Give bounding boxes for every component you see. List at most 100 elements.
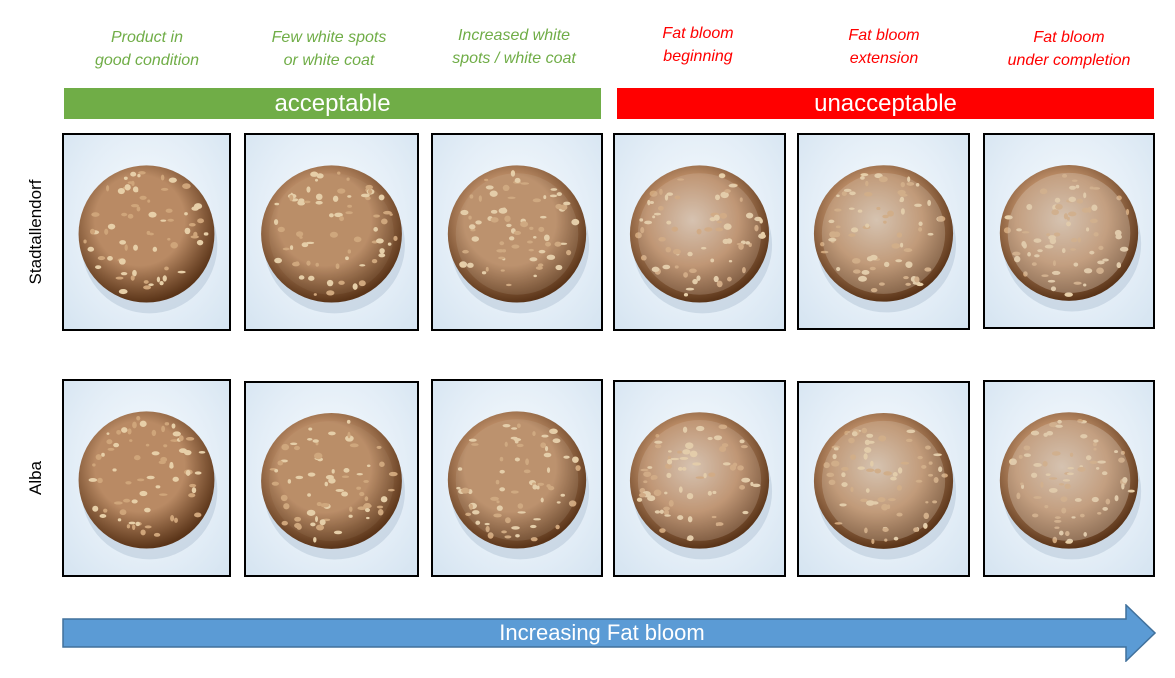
hazelnut-bit [359, 491, 365, 497]
hazelnut-bit [537, 482, 545, 486]
hazelnut-bit [364, 496, 369, 502]
hazelnut-bit [833, 447, 839, 451]
hazelnut-bit [1122, 476, 1128, 483]
hazelnut-bit [301, 242, 309, 248]
hazelnut-bit [130, 203, 139, 208]
fat-bloom-haze [1007, 172, 1131, 294]
hazelnut-bit [508, 236, 515, 241]
hazelnut-bit [647, 466, 653, 469]
hazelnut-bit [713, 435, 723, 441]
hazelnut-bit [1018, 454, 1023, 459]
hazelnut-bit [1016, 228, 1022, 232]
hazelnut-bit [835, 225, 841, 229]
hazelnut-bit [507, 196, 516, 199]
hazelnut-bit [335, 488, 344, 492]
arrow-label: Increasing Fat bloom [499, 620, 705, 645]
hazelnut-bit [647, 495, 656, 502]
hazelnut-bit [316, 501, 322, 507]
hazelnut-bit [695, 476, 705, 479]
hazelnut-bit [1066, 216, 1070, 221]
hazelnut-bit [468, 438, 477, 442]
hazelnut-bit [281, 520, 288, 526]
hazelnut-bit [1058, 483, 1065, 486]
hazelnut-bit [1046, 233, 1051, 237]
hazelnut-bit [106, 439, 113, 445]
hazelnut-bit [475, 520, 481, 525]
hazelnut-bit [156, 276, 161, 283]
hazelnut-bit [834, 522, 843, 525]
hazelnut-bit [92, 463, 96, 467]
hazelnut-bit [112, 468, 117, 472]
hazelnut-bit [277, 460, 284, 466]
hazelnut-bit [851, 431, 858, 437]
hazelnut-bit [938, 466, 943, 473]
hazelnut-bit [164, 266, 169, 271]
hazelnut-bit [1033, 463, 1042, 467]
hazelnut-bit [313, 293, 317, 296]
hazelnut-bit [1085, 227, 1090, 232]
hazelnut-bit [937, 215, 946, 222]
hazelnut-bit [742, 266, 746, 274]
hazelnut-bit [484, 178, 489, 182]
hazelnut-bit [1097, 460, 1106, 464]
hazelnut-bit [703, 472, 707, 479]
hazelnut-bit [674, 195, 681, 200]
hazelnut-bit [666, 459, 673, 465]
hazelnut-bit [1063, 213, 1069, 220]
hazelnut-bit [1066, 221, 1071, 227]
hazelnut-bit [1012, 251, 1021, 256]
hazelnut-bit [841, 482, 848, 487]
hazelnut-bit [1068, 196, 1077, 203]
hazelnut-bit [544, 445, 549, 452]
hazelnut-bit [683, 272, 688, 278]
praline-photo-stadtallendorf-5 [797, 133, 970, 330]
stage-label-2: Few white spots or white coat [244, 26, 414, 72]
hazelnut-bit [849, 191, 856, 196]
hazelnut-bit [700, 246, 707, 250]
hazelnut-bit [687, 251, 693, 257]
hazelnut-bit [167, 218, 174, 222]
hazelnut-bit [101, 452, 105, 457]
hazelnut-bit [169, 463, 174, 469]
hazelnut-bit [742, 510, 749, 515]
hazelnut-bit [136, 415, 141, 421]
hazelnut-bit [496, 500, 500, 504]
hazelnut-bit [876, 206, 881, 211]
hazelnut-bit [172, 476, 179, 482]
hazelnut-bit [533, 236, 537, 239]
stage-label-3: Increased white spots / white coat [429, 24, 599, 70]
hazelnut-bit [1046, 431, 1054, 436]
hazelnut-bit [679, 456, 689, 460]
hazelnut-bit [1114, 450, 1119, 454]
hazelnut-bit [380, 496, 388, 503]
hazelnut-bit [663, 506, 670, 511]
hazelnut-bit [133, 455, 141, 461]
hazelnut-bit [728, 183, 738, 188]
hazelnut-bit [468, 224, 476, 230]
hazelnut-bit [121, 212, 128, 217]
hazelnut-bit [1073, 262, 1079, 267]
hazelnut-bit [864, 192, 873, 197]
hazelnut-bit [716, 280, 723, 288]
hazelnut-bit [139, 195, 147, 200]
hazelnut-bit [736, 242, 744, 246]
hazelnut-bit [151, 429, 157, 437]
hazelnut-bit [373, 227, 378, 232]
hazelnut-bit [1089, 218, 1098, 224]
hazelnut-bit [127, 213, 134, 219]
hazelnut-bit [365, 184, 373, 190]
hazelnut-bit [472, 510, 480, 515]
hazelnut-bit [1061, 173, 1068, 178]
hazelnut-bit [490, 209, 498, 214]
hazelnut-bit [347, 431, 351, 439]
hazelnut-bit [654, 440, 663, 444]
praline-body [813, 165, 954, 302]
hazelnut-bit [865, 180, 869, 187]
hazelnut-bit [1083, 192, 1087, 199]
hazelnut-bit [143, 280, 149, 284]
hazelnut-bit [685, 442, 694, 449]
hazelnut-bit [905, 438, 913, 443]
hazelnut-bit [1044, 244, 1054, 249]
hazelnut-bit [303, 200, 311, 204]
increasing-fat-bloom-arrow [62, 604, 1156, 662]
